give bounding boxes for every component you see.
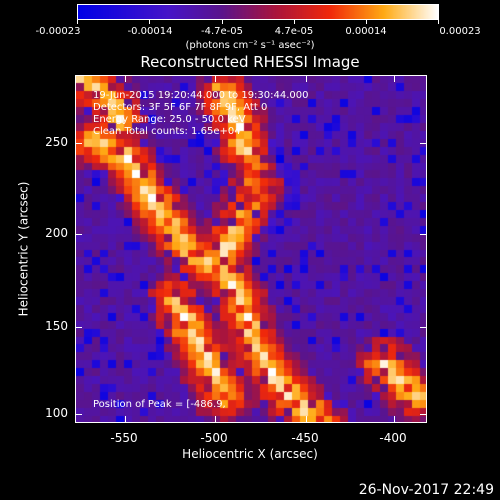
y-tick <box>420 327 426 328</box>
colorbar-units: (photons cm⁻² s⁻¹ asec⁻²) <box>185 40 315 51</box>
colorbar-label: 4.7e-05 <box>274 26 314 37</box>
peak-position-text: Position of Peak = [-486.9, <box>93 399 226 410</box>
y-axis-label: Heliocentric Y (arcsec) <box>16 181 31 317</box>
colorbar-tick <box>294 20 295 24</box>
colorbar-label: 0.00023 <box>439 26 481 37</box>
x-tick <box>306 76 307 82</box>
x-axis-label: Heliocentric X (arcsec) <box>182 447 318 461</box>
y-tick <box>76 234 82 235</box>
colorbar-tick <box>438 20 439 24</box>
colorbar-tick <box>222 20 223 24</box>
x-tick <box>215 416 216 422</box>
total-counts-text: Clean Total counts: 1.65e+04 <box>93 126 241 137</box>
x-tick <box>215 76 216 82</box>
detectors-text: Detectors: 3F 5F 6F 7F 8F 9F, Att 0 <box>93 102 268 113</box>
colorbar-label: 0.00014 <box>345 26 387 37</box>
y-tick-label: 100 <box>45 406 68 420</box>
energy-range-text: Energy Range: 25.0 - 50.0 keV <box>93 114 246 125</box>
x-tick-label: -550 <box>110 431 138 445</box>
footer-date: 26-Nov-2017 22:49 <box>358 482 494 498</box>
colorbar-tick <box>77 20 78 24</box>
x-tick <box>306 416 307 422</box>
x-tick-label: -500 <box>200 431 228 445</box>
y-tick <box>76 414 82 415</box>
y-tick-label: 200 <box>45 226 68 240</box>
colorbar-label: -4.7e-05 <box>201 26 243 37</box>
y-tick-label: 150 <box>45 319 68 333</box>
y-tick <box>76 143 82 144</box>
x-tick <box>394 416 395 422</box>
y-tick <box>420 414 426 415</box>
x-tick-label: -400 <box>379 431 407 445</box>
image-plot: 19-Jun-2015 19:20:44.000 to 19:30:44.000… <box>75 75 427 423</box>
heatmap-image <box>76 76 426 422</box>
x-tick <box>394 76 395 82</box>
y-tick-label: 250 <box>45 135 68 149</box>
x-tick-label: -450 <box>291 431 319 445</box>
colorbar-label: -0.00023 <box>35 26 81 37</box>
colorbar-tick <box>149 20 150 24</box>
x-tick <box>125 416 126 422</box>
x-tick <box>125 76 126 82</box>
colorbar-tick <box>366 20 367 24</box>
y-tick <box>420 234 426 235</box>
y-tick <box>420 143 426 144</box>
colorbar-label: -0.00014 <box>127 26 173 37</box>
image-title: Reconstructed RHESSI Image <box>140 53 360 71</box>
time-range-text: 19-Jun-2015 19:20:44.000 to 19:30:44.000 <box>93 90 309 101</box>
colorbar <box>77 4 439 20</box>
y-tick <box>76 327 82 328</box>
